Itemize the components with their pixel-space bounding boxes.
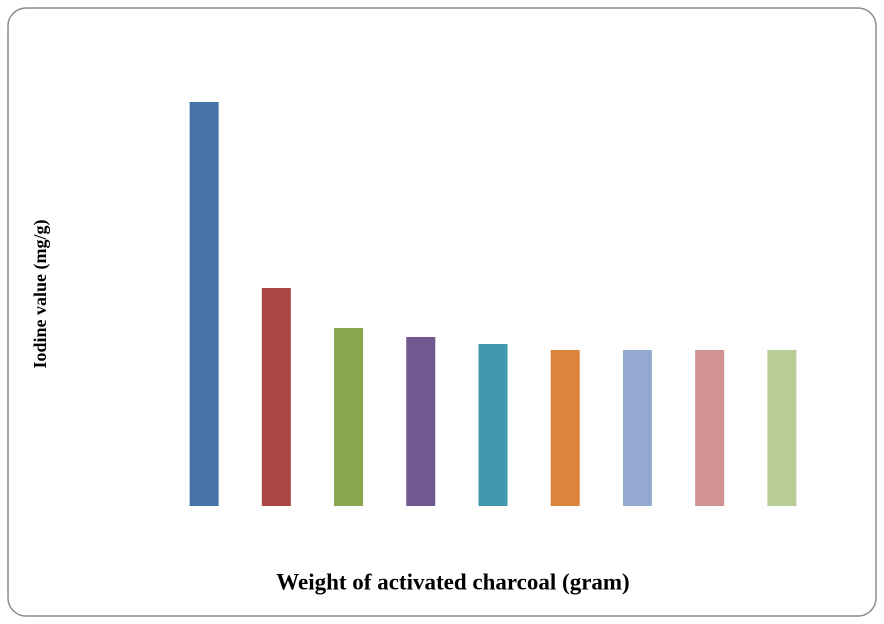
bar — [622, 350, 652, 506]
bar — [406, 337, 436, 506]
bar — [695, 350, 725, 506]
bar — [334, 328, 364, 506]
x-axis-label: Weight of activated charcoal (gram) — [276, 569, 629, 594]
y-axis-label: Iodine value (mg/g) — [30, 219, 51, 368]
bar — [189, 102, 219, 506]
bar — [550, 350, 580, 506]
bar — [767, 350, 797, 506]
bar — [261, 288, 291, 506]
bar — [478, 344, 508, 506]
chart-frame — [7, 7, 877, 617]
